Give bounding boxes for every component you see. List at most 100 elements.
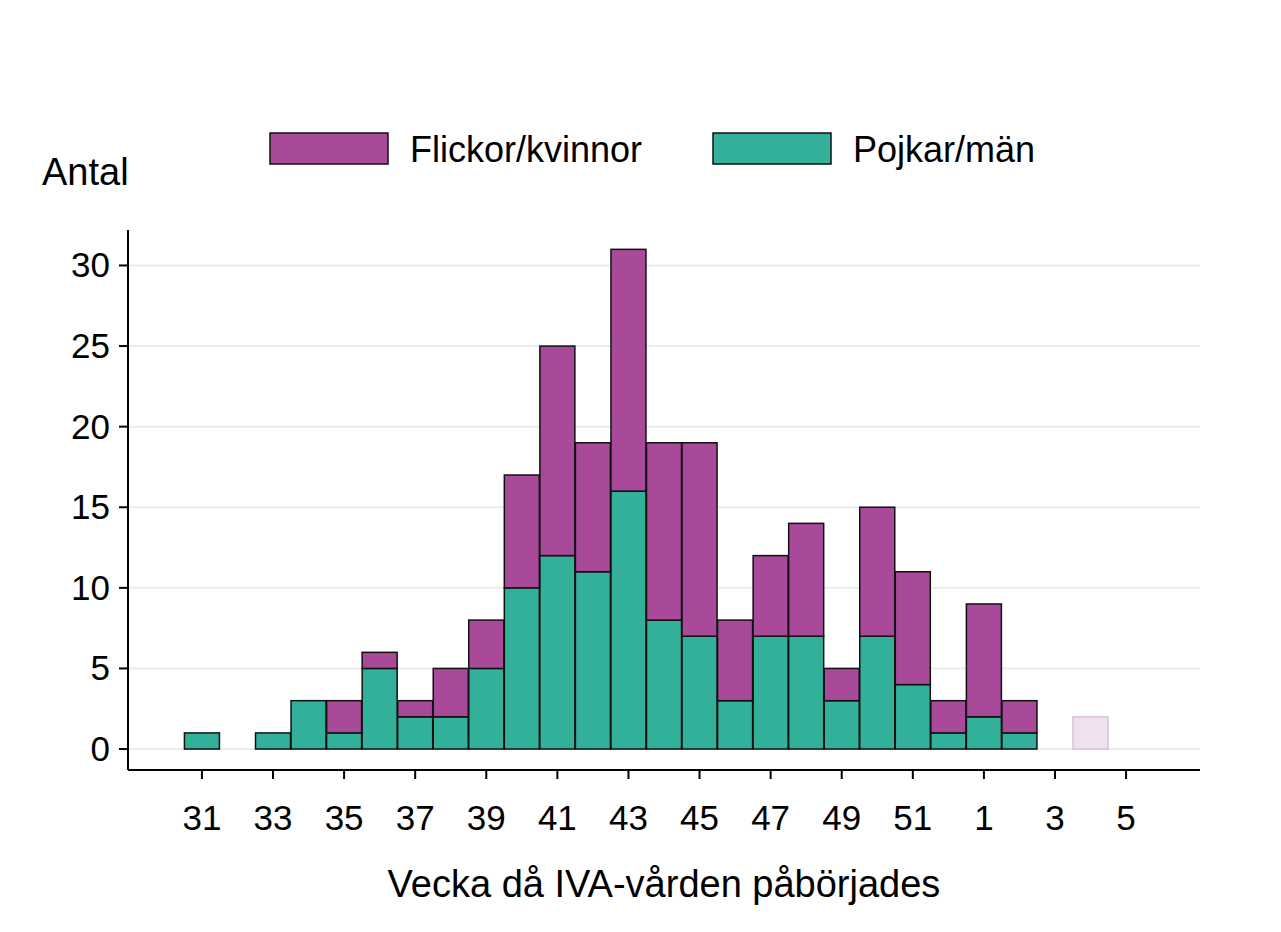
- y-tick-label: 30: [71, 245, 110, 284]
- x-tick-label: 31: [182, 798, 221, 837]
- bar-segment: [824, 668, 859, 700]
- bar-segment: [1002, 701, 1037, 733]
- x-tick: [699, 770, 701, 779]
- x-tick: [627, 770, 629, 779]
- grid-line: [128, 264, 1200, 266]
- x-tick: [343, 770, 345, 779]
- bar-segment: [895, 685, 930, 749]
- bar-segment: [504, 475, 539, 588]
- legend-swatch: [270, 133, 388, 164]
- y-tick-label: 0: [91, 729, 110, 768]
- x-tick: [1054, 770, 1056, 779]
- x-tick-label: 51: [893, 798, 932, 837]
- y-tick: [119, 667, 128, 669]
- legend-swatch: [713, 133, 831, 164]
- bar-segment: [966, 604, 1001, 717]
- bar-segment: [1073, 717, 1108, 749]
- bar-segment: [540, 346, 575, 556]
- bar-segment: [753, 556, 788, 637]
- x-tick: [1125, 770, 1127, 779]
- bar-segment: [860, 636, 895, 749]
- legend-label: Pojkar/män: [853, 129, 1035, 170]
- bar-segment: [398, 701, 433, 717]
- legend: Flickor/kvinnor Pojkar/män: [270, 129, 1035, 170]
- y-tick-label: 15: [71, 487, 110, 526]
- bar-segment: [682, 636, 717, 749]
- axes: 0510152025303133353739414345474951135: [71, 230, 1200, 837]
- x-tick: [556, 770, 558, 779]
- grid: [128, 265, 1200, 749]
- bar-segment: [753, 636, 788, 749]
- bar-segment: [682, 443, 717, 636]
- bar-segment: [540, 556, 575, 749]
- x-tick: [485, 770, 487, 779]
- legend-label: Flickor/kvinnor: [410, 129, 642, 170]
- bar-segment: [256, 733, 291, 749]
- y-tick: [119, 506, 128, 508]
- x-tick: [912, 770, 914, 779]
- bar-segment: [1109, 748, 1144, 750]
- y-tick: [119, 426, 128, 428]
- bar-segment: [398, 717, 433, 749]
- bar-segment: [611, 491, 646, 749]
- x-tick: [201, 770, 203, 779]
- y-tick: [119, 748, 128, 750]
- x-tick-label: 3: [1045, 798, 1064, 837]
- bar-segment: [611, 249, 646, 491]
- bar-segment: [220, 748, 255, 750]
- bar-segment: [256, 732, 291, 734]
- y-tick-label: 5: [91, 648, 110, 687]
- y-axis-line: [127, 230, 129, 770]
- y-tick-label: 20: [71, 407, 110, 446]
- bar-segment: [469, 668, 504, 749]
- x-tick-label: 47: [751, 798, 790, 837]
- bar-segment: [327, 701, 362, 733]
- bar-segment: [718, 701, 753, 749]
- y-tick-label: 25: [71, 326, 110, 365]
- x-tick: [983, 770, 985, 779]
- bar-segment: [718, 620, 753, 701]
- bar-segment: [575, 443, 610, 572]
- bar-segment: [860, 507, 895, 636]
- y-tick: [119, 345, 128, 347]
- x-tick-label: 35: [325, 798, 364, 837]
- x-tick: [414, 770, 416, 779]
- bar-segment: [931, 701, 966, 733]
- bar-segment: [789, 523, 824, 636]
- bar-segment: [646, 620, 681, 749]
- bar-segment: [1037, 748, 1072, 750]
- x-axis-label: Vecka då IVA-vården påbörjades: [388, 863, 941, 905]
- x-tick: [272, 770, 274, 779]
- bar-segment: [504, 588, 539, 749]
- x-tick: [770, 770, 772, 779]
- x-axis-line: [128, 769, 1200, 771]
- bar-segment: [646, 443, 681, 620]
- bar-segment: [1037, 748, 1072, 750]
- bar-segment: [966, 717, 1001, 749]
- grid-line: [128, 426, 1200, 428]
- bar-segment: [931, 733, 966, 749]
- y-tick-label: 10: [71, 568, 110, 607]
- x-tick-label: 37: [396, 798, 435, 837]
- bar-segment: [220, 748, 255, 750]
- bar-segment: [433, 668, 468, 716]
- x-tick-label: 39: [467, 798, 506, 837]
- bar-segment: [362, 652, 397, 668]
- bar-segment: [895, 572, 930, 685]
- bar-segment: [1002, 733, 1037, 749]
- x-tick-label: 49: [822, 798, 861, 837]
- bar-segment: [362, 668, 397, 749]
- bar-segment: [184, 733, 219, 749]
- bar-segment: [824, 701, 859, 749]
- y-tick: [119, 587, 128, 589]
- x-tick-label: 5: [1116, 798, 1135, 837]
- x-tick-label: 41: [538, 798, 577, 837]
- x-tick: [841, 770, 843, 779]
- bar-segment: [1109, 748, 1144, 750]
- x-tick-label: 43: [609, 798, 648, 837]
- bar-segment: [327, 733, 362, 749]
- bars: [184, 249, 1108, 749]
- bar-segment: [291, 700, 326, 702]
- bar-segment: [184, 732, 219, 734]
- x-tick-label: 33: [254, 798, 293, 837]
